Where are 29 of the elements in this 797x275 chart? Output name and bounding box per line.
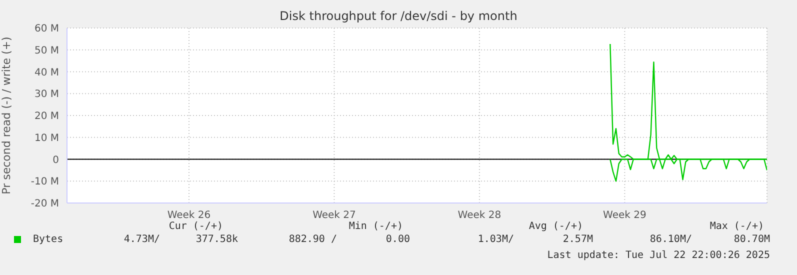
text: 4.73M/ [124, 234, 160, 245]
text: Avg (-/+) [528, 221, 583, 232]
text: 80.70M [734, 234, 770, 245]
legend-label: Bytes [32, 234, 64, 245]
x-tick-label: Week 28 [458, 210, 502, 222]
text: 377.58k [196, 234, 238, 245]
text: 882.90 / [288, 234, 337, 245]
text: Max (-/+) [710, 221, 764, 232]
chart-title: Disk throughput for /dev/sdi - by month [278, 9, 518, 23]
y-tick-label: 20 M [34, 111, 59, 122]
y-tick-label: -20 M [30, 198, 59, 210]
x-tick-label: Week 29 [603, 210, 646, 222]
text: Min (-/+) [348, 221, 403, 232]
text: 2.57M [562, 234, 593, 245]
y-tick-label: 40 M [34, 67, 59, 78]
y-tick-label: 0 [52, 154, 59, 166]
y-tick-label: 10 M [34, 132, 59, 144]
y-tick-label: 30 M [34, 89, 59, 100]
text: Cur (-/+) [168, 221, 223, 232]
y-tick-label: 50 M [34, 45, 59, 56]
text: 0.00 [386, 234, 410, 245]
y-tick-label: 60 M [34, 24, 59, 35]
y-tick-label: -10 M [30, 176, 59, 188]
text: 1.03M/ [478, 234, 514, 245]
text: 86.10M/ [650, 234, 692, 245]
x-tick-label: Week 27 [312, 210, 356, 222]
text: Last update: Tue Jul 22 22:00:26 2025 [547, 250, 770, 261]
y-axis-title: Pr second read (-) / write (+) [0, 36, 13, 194]
x-tick-label: Week 26 [167, 210, 211, 222]
